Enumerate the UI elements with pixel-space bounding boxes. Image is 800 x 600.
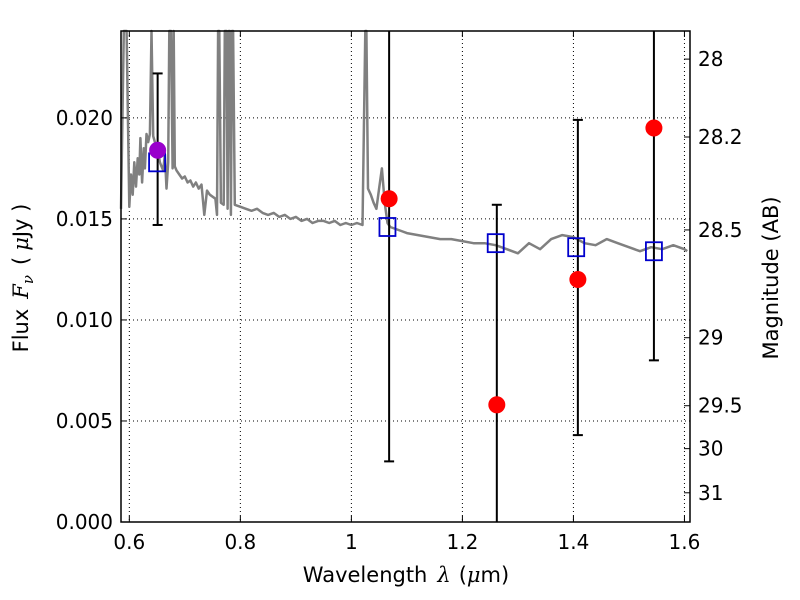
model-point bbox=[486, 233, 505, 254]
y-tick-label: 0.010 bbox=[56, 308, 113, 332]
x-tick-label: 1.6 bbox=[669, 530, 701, 554]
x-tick-label: 1 bbox=[345, 530, 358, 554]
y2-tick-label: 28.5 bbox=[698, 218, 743, 242]
y-tick-label: 0.005 bbox=[56, 409, 113, 433]
y2-tick-label: 28 bbox=[698, 47, 723, 71]
y2-tick-label: 29 bbox=[698, 326, 723, 350]
y2-tick-label: 30 bbox=[698, 437, 723, 461]
y2-tick-label: 31 bbox=[698, 481, 723, 505]
x-tick-label: 0.8 bbox=[224, 530, 256, 554]
observed-point bbox=[645, 119, 663, 137]
x-tick-label: 0.6 bbox=[113, 530, 145, 554]
y2-tick-label: 29.5 bbox=[698, 394, 743, 418]
y-tick-label: 0.020 bbox=[56, 106, 113, 130]
model-point bbox=[378, 217, 397, 237]
plot-frame bbox=[120, 30, 691, 523]
model-point bbox=[567, 237, 586, 258]
x-axis-label: Wavelength λ (μm) bbox=[303, 563, 509, 587]
observed-point bbox=[488, 396, 506, 414]
y-tick-label: 0.015 bbox=[56, 207, 113, 231]
observed-point bbox=[569, 271, 587, 289]
x-tick-label: 1.4 bbox=[558, 530, 590, 554]
y2-tick-label: 28.2 bbox=[698, 125, 743, 149]
model-point bbox=[645, 241, 663, 262]
axis-ticks: 0.6 0.8 1 1.2 1.4 1.6 0.000 0.005 0.010 0.015 0.02… bbox=[56, 31, 743, 554]
observed-point bbox=[380, 190, 398, 208]
y-tick-label: 0.000 bbox=[56, 510, 113, 534]
y2-axis-label: Magnitude (AB) bbox=[759, 196, 783, 359]
observed-points bbox=[149, 119, 663, 414]
y-axis-label: FluxFν(μJy ) bbox=[9, 204, 37, 353]
x-tick-label: 1.2 bbox=[446, 530, 478, 554]
observed-point bbox=[149, 141, 167, 159]
